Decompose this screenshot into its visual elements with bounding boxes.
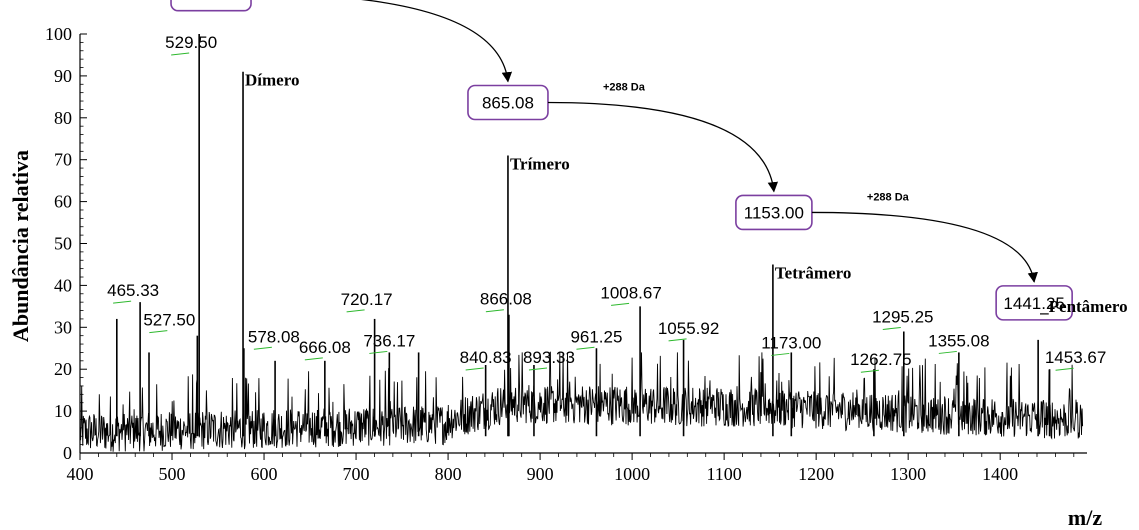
label-marker [149, 330, 168, 334]
y-tick-label: 70 [54, 150, 72, 170]
y-tick-label: 80 [54, 108, 72, 128]
highlight-box [995, 285, 1073, 321]
label-marker [882, 326, 901, 330]
label-marker [253, 346, 272, 350]
y-tick-label: 40 [54, 275, 72, 295]
label-marker [528, 367, 548, 371]
label-marker [304, 357, 323, 361]
x-tick-label: 600 [251, 464, 278, 484]
mass-shift-label: +288 Da [867, 191, 910, 203]
noise-trace [79, 351, 1084, 452]
x-tick-label: 400 [67, 464, 94, 484]
y-tick-label: 50 [54, 234, 72, 254]
label-marker [485, 309, 504, 313]
peak-label: 1173.00 [761, 333, 821, 352]
x-tick-label: 500 [159, 464, 186, 484]
label-marker [171, 52, 190, 56]
oligomer-name: Dímero [245, 71, 299, 90]
x-tick-label: 1000 [614, 464, 650, 484]
label-marker [938, 350, 957, 354]
y-tick-label: 20 [54, 359, 72, 379]
label-marker [771, 352, 790, 356]
oligomer-name: _Pentâmero [1039, 297, 1128, 316]
x-axis-label: m/z [1068, 505, 1102, 530]
arrow [360, 0, 513, 83]
label-marker [346, 309, 365, 313]
peak-label: 961.25 [570, 327, 622, 346]
peak-label: 840.83 [460, 348, 512, 367]
x-tick-label: 900 [527, 464, 554, 484]
label-marker [668, 338, 687, 342]
highlight-box [170, 0, 252, 12]
label-marker [576, 346, 595, 350]
y-tick-label: 30 [54, 317, 72, 337]
label-marker [1055, 367, 1074, 371]
label-marker [611, 302, 630, 306]
peak-label: 578.08 [248, 327, 300, 346]
peak-label: 527.50 [143, 311, 195, 330]
peak-label: 465.33 [107, 281, 159, 300]
peak-label: 893.33 [523, 348, 575, 367]
baseline-noise [79, 351, 1084, 452]
peak-label: 866.08 [480, 290, 532, 309]
label-marker [860, 369, 879, 373]
peak-label: 1008.67 [600, 283, 661, 302]
axes: 0 10 20 30 40 50 60 70 80 90 100 400 500 600 700 800 900… [45, 24, 1087, 484]
oligomer-name: Trímero [510, 155, 570, 174]
peak-label: 720.17 [341, 290, 393, 309]
peak-label: 1453.67 [1045, 348, 1106, 367]
arrow [547, 101, 779, 193]
x-tick-label: 1300 [890, 464, 926, 484]
peak-label: 666.08 [299, 338, 351, 357]
y-tick-label: 60 [54, 192, 72, 212]
highlight-peak-label: 577.17 [185, 0, 237, 4]
label-marker [369, 350, 388, 354]
peak-label: 1295.25 [872, 307, 933, 326]
x-tick-label: 700 [343, 464, 370, 484]
peak-label: 1262.75 [850, 350, 911, 369]
highlight-peak-label: 865.08 [482, 94, 534, 113]
highlight-peak-label: 1441.25 [1003, 294, 1064, 313]
y-tick-label: 90 [54, 66, 72, 86]
x-tick-label: 1400 [982, 464, 1018, 484]
peak-label: 529.50 [165, 33, 217, 52]
peak-lines [116, 34, 1051, 437]
oligomer-name: Tetrâmero [775, 263, 851, 282]
y-axis-label: Abundância relativa [8, 150, 33, 342]
x-tick-label: 1100 [706, 464, 741, 484]
peak-label: 1355.08 [928, 331, 989, 350]
arrow [811, 211, 1038, 283]
peak-label: 1055.92 [658, 319, 719, 338]
label-marker [465, 367, 484, 371]
highlight-peak-label: 1153.00 [744, 203, 804, 222]
y-tick-label: 10 [54, 401, 72, 421]
mass-shift-label: +288 Da [603, 82, 646, 94]
y-tick-label: 100 [45, 24, 72, 44]
oligomer-annotations: 577.17 Dímero 865.08 Trímero 1153.00 Tetrâmer… [170, 0, 1128, 321]
peak-label: 736.17 [363, 331, 415, 350]
label-marker [113, 300, 132, 304]
x-tick-label: 800 [435, 464, 462, 484]
y-tick-label: 0 [63, 443, 72, 463]
x-tick-label: 1200 [798, 464, 834, 484]
